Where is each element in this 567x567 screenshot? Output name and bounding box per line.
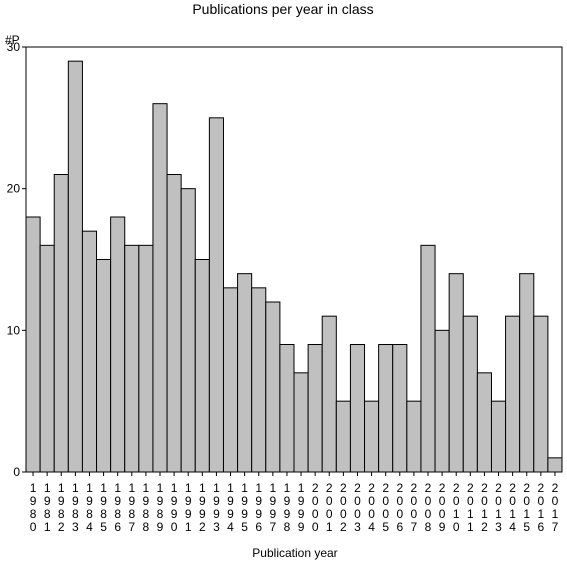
bar-2012 [476, 372, 492, 473]
bar-1993 [208, 117, 224, 473]
bar-1988 [138, 244, 154, 473]
bar-2017 [547, 457, 563, 473]
bar-1987 [124, 244, 140, 473]
bar-1984 [81, 230, 98, 473]
bar-2013 [490, 400, 507, 473]
y-tick-label: 0 [13, 465, 20, 479]
y-tick-label: 30 [7, 40, 21, 54]
bar-2001 [321, 315, 337, 473]
bar-1990 [166, 174, 182, 473]
bar-1995 [237, 273, 253, 473]
bar-1997 [265, 301, 281, 473]
y-axis-ticks: 0 10 20 30 [7, 40, 26, 479]
bar-2014 [505, 315, 521, 473]
bar-2015 [519, 273, 535, 473]
bar-1998 [279, 344, 295, 473]
bar-1983 [67, 60, 83, 473]
bar-2009 [434, 329, 450, 473]
bar-2007 [406, 400, 422, 473]
bar-1999 [293, 372, 309, 473]
bar-2005 [378, 344, 394, 473]
bar-1989 [152, 103, 168, 473]
bar-2008 [420, 244, 436, 473]
bar-2003 [349, 344, 366, 473]
y-axis-label: #P [5, 33, 20, 47]
bar-2016 [533, 315, 549, 473]
bar-2002 [335, 400, 351, 473]
x-axis-label: Publication year [252, 546, 337, 560]
bars-group [25, 60, 563, 473]
bar-1992 [194, 259, 210, 473]
bar-2010 [448, 273, 464, 473]
bar-1986 [110, 216, 126, 473]
y-tick-label: 20 [7, 182, 21, 196]
bar-1982 [53, 174, 69, 473]
plot-area-frame [25, 46, 563, 473]
bar-2004 [364, 400, 380, 473]
bar-2011 [462, 315, 478, 473]
x-axis-ticks: 1 9 8 0 1 9 8 1 1 9 8 2 1 9 8 3 1 9 8 4 1 9 8 5 1 9 8 6 1 9 8 7 1 9 8 8 1 9 8 9… [30, 472, 559, 534]
chart-title: Publications per year in class [192, 1, 373, 17]
bar-1996 [251, 287, 267, 473]
bar-1991 [180, 188, 196, 473]
bar-1981 [39, 244, 55, 473]
bar-1994 [222, 287, 239, 473]
bar-1980 [25, 216, 41, 473]
bar-2000 [307, 344, 323, 473]
bar-1985 [96, 259, 112, 473]
y-tick-label: 10 [7, 323, 21, 337]
bar-2006 [392, 344, 408, 473]
